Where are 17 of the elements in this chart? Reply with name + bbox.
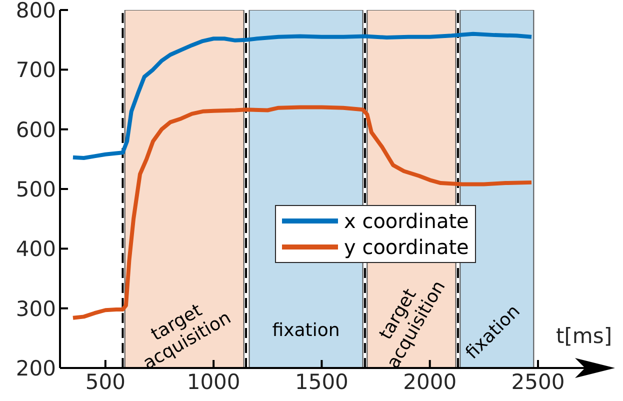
y-tick-label: 200 — [16, 356, 56, 380]
x-axis-title: t[ms] — [556, 324, 612, 348]
legend-label: y coordinate — [344, 235, 469, 259]
x-tick-label: 1500 — [294, 370, 348, 394]
y-tick-label: 800 — [16, 0, 56, 22]
line-series — [70, 32, 534, 160]
y-tick-label: 400 — [16, 237, 56, 262]
y-tick-label: 500 — [16, 177, 56, 202]
y-tick-label: 600 — [16, 118, 56, 142]
y-tick-label: 700 — [16, 58, 56, 82]
band-label: fixation — [272, 320, 340, 341]
x-tick-label: 2500 — [511, 370, 565, 394]
x-tick-label: 2000 — [403, 370, 457, 394]
legend-label: x coordinate — [344, 209, 469, 233]
x-tick-label: 500 — [85, 370, 126, 394]
y-tick-label: 300 — [16, 296, 56, 321]
x-tick-label: 1000 — [186, 370, 240, 394]
